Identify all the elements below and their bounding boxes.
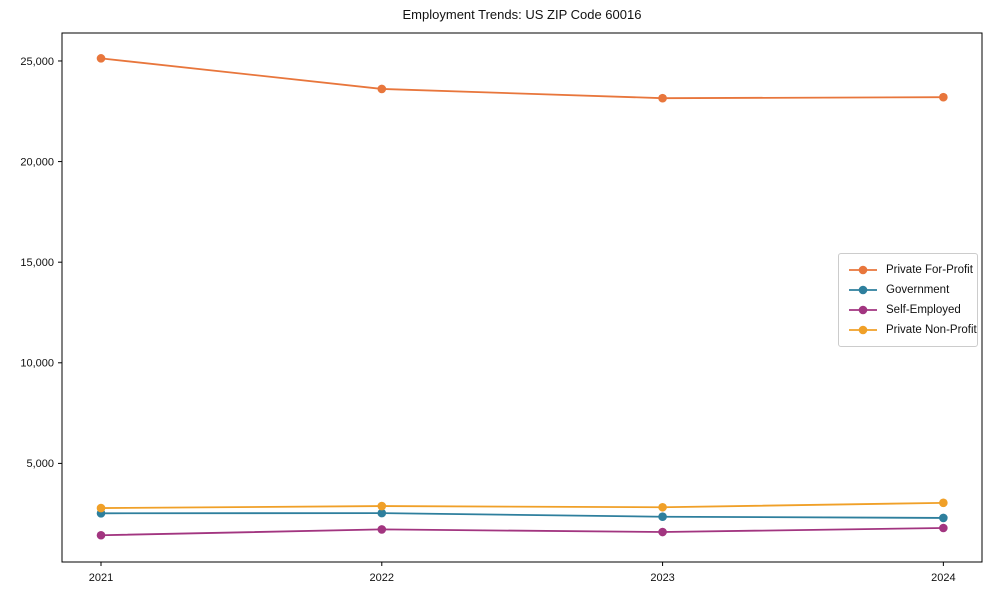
- series-marker-private-non-profit: [377, 501, 387, 511]
- legend-item: Self-Employed: [848, 300, 969, 320]
- series-marker-private-for-profit: [658, 93, 667, 103]
- series-marker-government: [939, 513, 948, 523]
- series-marker-government: [658, 512, 667, 522]
- series-marker-self-employed: [377, 525, 387, 534]
- series-line-self-employed: [100, 527, 944, 537]
- y-tick-label: 20,000: [20, 156, 54, 168]
- series-marker-private-non-profit: [939, 498, 948, 508]
- x-tick-label: 2021: [89, 572, 113, 584]
- legend-line-marker-icon: [849, 285, 877, 295]
- series-marker-private-for-profit: [96, 54, 106, 63]
- legend-label: Government: [886, 284, 950, 296]
- chart-title: Employment Trends: US ZIP Code 60016: [402, 7, 642, 22]
- y-tick-label: 5,000: [26, 458, 54, 470]
- legend-line-marker-icon: [849, 325, 877, 335]
- y-tick-label: 15,000: [20, 257, 54, 269]
- series-marker-private-non-profit: [96, 503, 106, 513]
- series-marker-self-employed: [939, 523, 948, 533]
- x-tick-label: 2023: [650, 572, 674, 584]
- legend-line-marker-icon: [849, 305, 877, 315]
- series-marker-private-for-profit: [377, 84, 387, 94]
- series-marker-self-employed: [658, 527, 667, 537]
- series-marker-private-for-profit: [939, 92, 948, 102]
- x-tick-label: 2024: [931, 572, 955, 584]
- series-marker-government: [377, 508, 387, 518]
- series-line-government: [101, 512, 944, 519]
- legend-item: Private For-Profit: [848, 260, 973, 280]
- legend-item: Private Non-Profit: [848, 320, 977, 340]
- series-marker-private-non-profit: [658, 502, 667, 512]
- legend-label: Private Non-Profit: [886, 324, 977, 336]
- legend-item: Government: [848, 280, 969, 300]
- legend-label: Private For-Profit: [886, 264, 973, 276]
- series-line-private-non-profit: [101, 501, 944, 509]
- legend-line-marker-icon: [849, 265, 877, 275]
- x-tick-label: 2022: [370, 572, 394, 584]
- series-marker-self-employed: [96, 530, 106, 540]
- y-tick-label: 10,000: [20, 358, 54, 370]
- legend: Private For-Profit Government Self-Emplo…: [838, 253, 978, 347]
- legend-label: Self-Employed: [886, 304, 961, 316]
- axes-frame: [61, 32, 983, 563]
- y-tick-label: 25,000: [20, 56, 54, 68]
- series-line-private-for-profit: [100, 57, 944, 100]
